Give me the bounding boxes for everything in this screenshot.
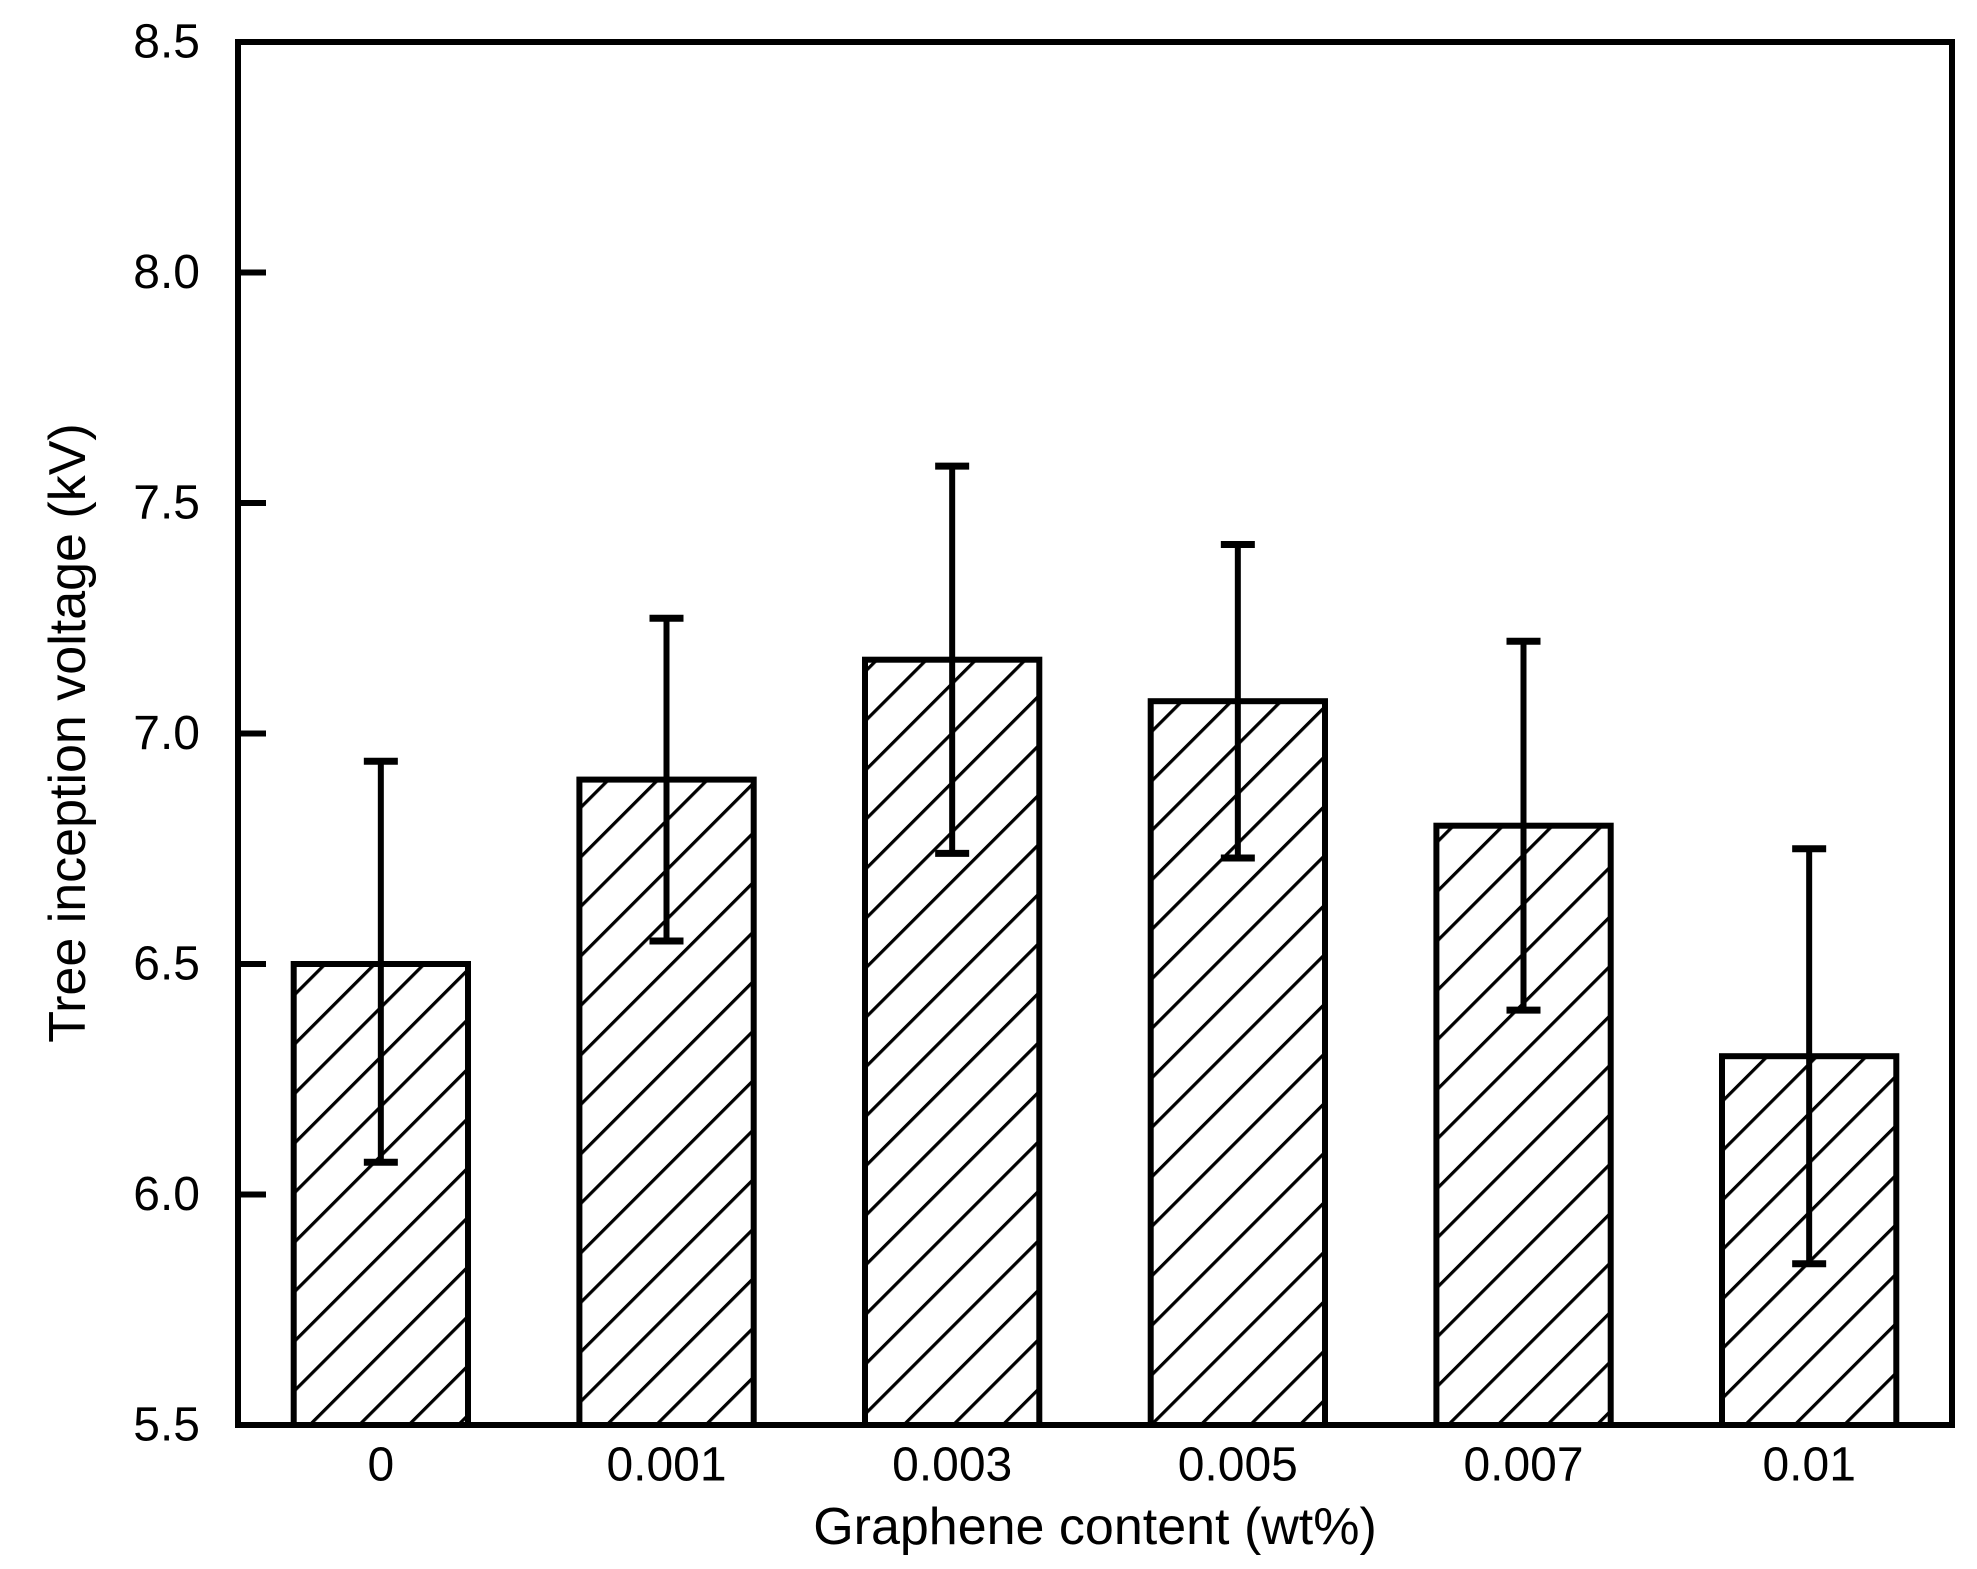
y-tick-label-8.0: 8.0 (133, 246, 200, 299)
y-tick-label-6.5: 6.5 (133, 938, 200, 991)
y-tick-label-5.5: 5.5 (133, 1399, 200, 1452)
y-tick-label-7.0: 7.0 (133, 707, 200, 760)
x-tick-label-0.005: 0.005 (1178, 1439, 1298, 1492)
x-tick-label-0: 0 (367, 1439, 394, 1492)
error-bar-0.005 (1220, 541, 1255, 862)
y-tick-label-7.5: 7.5 (133, 477, 200, 530)
x-tick-label-0.007: 0.007 (1463, 1439, 1583, 1492)
x-tick-label-0.003: 0.003 (892, 1439, 1012, 1492)
plot-area: 5.5 6.0 6.5 7.0 7.5 8.0 8.5 0 0.001 0.003 0.005 0.0… (133, 16, 1955, 1492)
axis-frame (235, 39, 1955, 1428)
error-bar-0 (363, 757, 398, 1166)
error-bar-0.003 (935, 462, 970, 857)
error-bar-0.001 (649, 614, 684, 945)
y-tick-label-6.0: 6.0 (133, 1168, 200, 1221)
error-bar-0.01 (1792, 845, 1827, 1268)
x-tick-label-0.001: 0.001 (606, 1439, 726, 1492)
y-axis-title: Tree inception voltage (kV) (39, 423, 97, 1042)
y-tick-label-8.5: 8.5 (133, 16, 200, 69)
x-axis-title: Graphene content (wt%) (813, 1498, 1377, 1556)
bar-0.005 (1147, 698, 1328, 1428)
x-tick-label-0.01: 0.01 (1762, 1439, 1855, 1492)
error-bar-0.007 (1506, 637, 1541, 1014)
